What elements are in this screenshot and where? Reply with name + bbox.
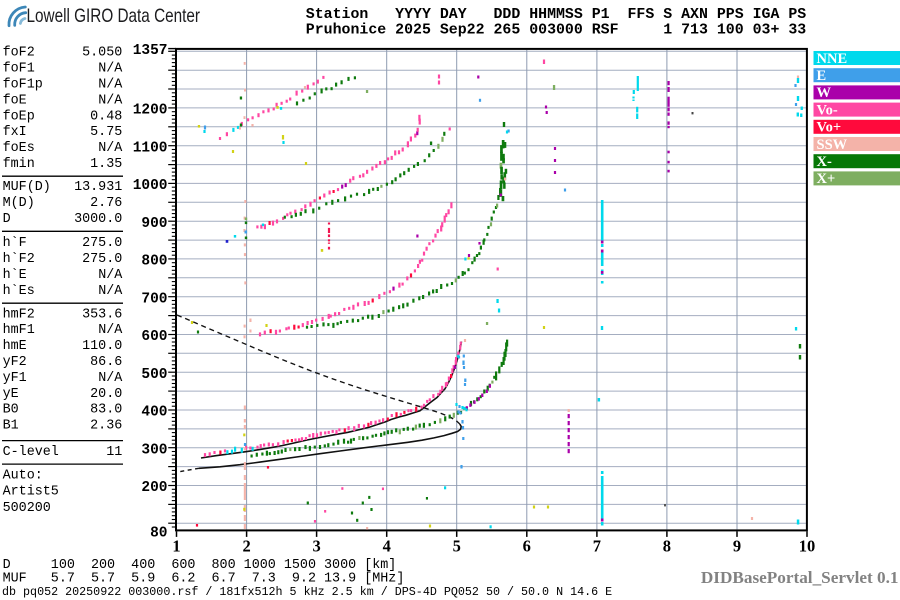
- svg-text:0.48: 0.48: [90, 109, 122, 124]
- svg-text:B0: B0: [3, 403, 19, 418]
- svg-text:Pruhonice 2025 Sep22 265 00300: Pruhonice 2025 Sep22 265 003000 RSF 1 71…: [306, 22, 806, 38]
- svg-text:hmF2: hmF2: [3, 307, 35, 322]
- svg-text:W: W: [817, 85, 832, 101]
- svg-text:700: 700: [141, 291, 167, 307]
- svg-text:yF1: yF1: [3, 371, 27, 386]
- svg-text:Vo-: Vo-: [817, 102, 838, 118]
- svg-text:h`E: h`E: [3, 268, 27, 283]
- svg-text:200: 200: [141, 480, 167, 496]
- svg-text:1100: 1100: [133, 140, 168, 156]
- svg-text:yE: yE: [3, 387, 19, 402]
- svg-text:foF1: foF1: [3, 62, 35, 77]
- svg-text:86.6: 86.6: [90, 355, 122, 370]
- svg-text:foEp: foEp: [3, 109, 35, 124]
- svg-text:C-level: C-level: [3, 445, 59, 460]
- svg-text:10: 10: [799, 536, 816, 555]
- svg-text:foEs: foEs: [3, 141, 35, 156]
- svg-text:db pq052 20250922 003000.rsf /: db pq052 20250922 003000.rsf / 181fx512h…: [2, 585, 612, 599]
- svg-text:5: 5: [453, 536, 461, 555]
- svg-text:E: E: [817, 68, 827, 84]
- svg-text:foF1p: foF1p: [3, 78, 43, 93]
- svg-text:hmF1: hmF1: [3, 323, 35, 338]
- svg-text:Lowell GIRO Data Center: Lowell GIRO Data Center: [27, 5, 201, 27]
- svg-text:fmin: fmin: [3, 157, 35, 172]
- svg-text:h`Es: h`Es: [3, 284, 35, 299]
- svg-text:Vo+: Vo+: [817, 120, 842, 136]
- svg-text:N/A: N/A: [98, 78, 123, 93]
- svg-text:4: 4: [383, 536, 391, 555]
- svg-text:9: 9: [733, 536, 741, 555]
- svg-text:1200: 1200: [133, 103, 168, 119]
- svg-text:h`F: h`F: [3, 236, 27, 251]
- svg-text:N/A: N/A: [98, 62, 123, 77]
- svg-text:400: 400: [141, 405, 167, 421]
- svg-text:N/A: N/A: [98, 371, 123, 386]
- svg-text:N/A: N/A: [98, 323, 123, 338]
- svg-text:fxI: fxI: [3, 125, 27, 140]
- svg-text:D 100 200 400 600 800: D 100 200 400 600 800 1000 1500 3000 [km…: [3, 558, 397, 573]
- svg-text:hmE: hmE: [3, 339, 27, 354]
- svg-text:X-: X-: [817, 154, 832, 170]
- svg-text:1: 1: [172, 536, 180, 555]
- svg-text:3000.0: 3000.0: [74, 212, 122, 227]
- svg-text:5.75: 5.75: [90, 125, 122, 140]
- svg-text:500: 500: [141, 367, 167, 383]
- svg-text:N/A: N/A: [98, 284, 123, 299]
- svg-text:SSW: SSW: [817, 137, 848, 153]
- svg-text:Artist5: Artist5: [3, 485, 59, 500]
- svg-text:5.050: 5.050: [82, 46, 122, 61]
- svg-text:NNE: NNE: [817, 51, 848, 67]
- svg-text:2.36: 2.36: [90, 419, 122, 434]
- svg-text:7: 7: [593, 536, 601, 555]
- svg-text:275.0: 275.0: [82, 252, 122, 267]
- svg-text:N/A: N/A: [98, 268, 123, 283]
- svg-text:yF2: yF2: [3, 355, 27, 370]
- svg-text:900: 900: [141, 216, 167, 232]
- svg-text:20.0: 20.0: [90, 387, 122, 402]
- svg-text:Auto:: Auto:: [3, 468, 43, 483]
- svg-text:DIDBasePortal_Servlet 0.1: DIDBasePortal_Servlet 0.1: [701, 568, 899, 587]
- svg-text:800: 800: [141, 254, 167, 270]
- svg-text:600: 600: [141, 329, 167, 345]
- svg-text:1357: 1357: [133, 43, 168, 59]
- svg-text:3: 3: [312, 536, 320, 555]
- svg-text:80: 80: [150, 525, 167, 541]
- svg-text:N/A: N/A: [98, 93, 123, 108]
- svg-text:300: 300: [141, 442, 167, 458]
- svg-text:6: 6: [523, 536, 531, 555]
- svg-text:MUF(D): MUF(D): [3, 180, 51, 195]
- svg-text:1000: 1000: [133, 178, 168, 194]
- svg-text:MUF 5.7 5.7 5.9 6.2 6.7: MUF 5.7 5.7 5.9 6.2 6.7 7.3 9.2 13.9 [MH…: [3, 571, 405, 586]
- svg-text:Station YYYY DAY DDD HHMMS: Station YYYY DAY DDD HHMMSS P1 FFS S AXN…: [306, 7, 806, 23]
- svg-text:8: 8: [663, 536, 671, 555]
- svg-text:1.35: 1.35: [90, 157, 122, 172]
- svg-text:275.0: 275.0: [82, 236, 122, 251]
- svg-text:2.76: 2.76: [90, 196, 122, 211]
- svg-text:110.0: 110.0: [82, 339, 122, 354]
- svg-text:M(D): M(D): [3, 196, 35, 211]
- svg-text:B1: B1: [3, 419, 19, 434]
- svg-text:X+: X+: [817, 171, 836, 187]
- svg-text:353.6: 353.6: [82, 307, 122, 322]
- svg-text:foF2: foF2: [3, 46, 35, 61]
- svg-text:D: D: [3, 212, 11, 227]
- svg-text:N/A: N/A: [98, 141, 123, 156]
- svg-text:foE: foE: [3, 93, 27, 108]
- svg-text:500200: 500200: [3, 501, 51, 516]
- svg-text:13.931: 13.931: [74, 180, 122, 195]
- svg-text:11: 11: [106, 445, 122, 460]
- svg-text:2: 2: [242, 536, 250, 555]
- svg-text:h`F2: h`F2: [3, 252, 35, 267]
- svg-text:83.0: 83.0: [90, 403, 122, 418]
